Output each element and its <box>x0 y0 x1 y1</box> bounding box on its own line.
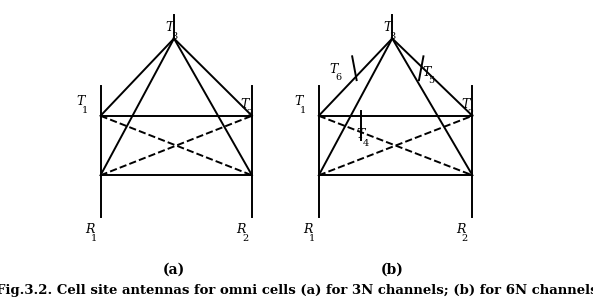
Text: 1: 1 <box>82 106 88 115</box>
Text: 1: 1 <box>300 106 307 115</box>
Text: (a): (a) <box>163 262 185 276</box>
Text: T: T <box>165 21 174 34</box>
Text: T: T <box>294 95 302 108</box>
Text: R: R <box>237 223 246 236</box>
Text: R: R <box>85 223 94 236</box>
Text: T: T <box>356 128 365 141</box>
Text: 3: 3 <box>389 32 396 41</box>
Text: T: T <box>330 63 338 76</box>
Text: T: T <box>383 21 392 34</box>
Text: 2: 2 <box>242 234 248 243</box>
Text: R: R <box>456 223 466 236</box>
Text: 3: 3 <box>171 32 177 41</box>
Text: 1: 1 <box>91 234 97 243</box>
Text: 4: 4 <box>362 139 369 148</box>
Text: 1: 1 <box>309 234 315 243</box>
Text: (b): (b) <box>381 262 404 276</box>
Text: T: T <box>76 95 84 108</box>
Text: 6: 6 <box>336 73 342 82</box>
Text: 2: 2 <box>247 109 253 118</box>
Text: T: T <box>422 66 431 78</box>
Text: T: T <box>241 98 249 111</box>
Text: 5: 5 <box>428 76 434 85</box>
Text: 2: 2 <box>462 234 468 243</box>
Text: R: R <box>303 223 313 236</box>
Text: 2: 2 <box>467 109 473 118</box>
Text: Fig.3.2. Cell site antennas for omni cells (a) for 3N channels; (b) for 6N chann: Fig.3.2. Cell site antennas for omni cel… <box>0 284 593 297</box>
Text: T: T <box>461 98 470 111</box>
